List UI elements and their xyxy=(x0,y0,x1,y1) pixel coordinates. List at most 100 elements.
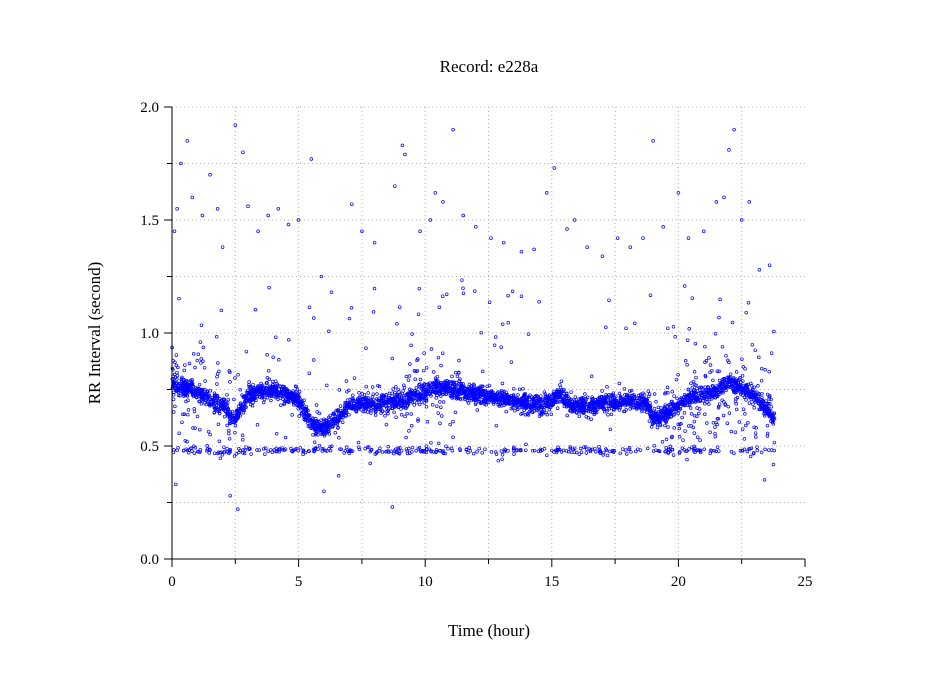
data-point xyxy=(282,402,286,407)
data-point xyxy=(286,400,290,404)
data-point xyxy=(380,401,384,405)
data-point xyxy=(410,445,415,450)
data-point xyxy=(293,393,297,398)
data-point xyxy=(446,447,450,451)
data-point xyxy=(633,321,637,326)
data-point xyxy=(713,431,717,436)
data-point xyxy=(253,388,257,393)
data-point xyxy=(234,415,239,420)
data-point xyxy=(562,404,567,409)
data-point xyxy=(494,452,499,456)
data-point xyxy=(745,386,750,391)
data-point xyxy=(720,398,724,402)
data-point xyxy=(606,400,611,404)
data-point xyxy=(186,398,190,402)
data-point xyxy=(461,291,466,295)
data-point xyxy=(280,387,284,392)
data-point xyxy=(458,447,462,451)
data-point xyxy=(738,392,743,396)
data-point xyxy=(510,289,515,293)
data-point xyxy=(295,387,300,392)
data-point xyxy=(453,410,458,415)
outlier-point xyxy=(686,236,691,240)
data-point xyxy=(582,445,586,449)
data-point xyxy=(188,390,192,394)
data-point xyxy=(375,392,379,396)
data-point xyxy=(261,400,266,405)
data-point xyxy=(644,403,649,408)
data-point xyxy=(589,374,594,379)
data-point xyxy=(429,394,433,398)
data-point xyxy=(406,400,410,404)
data-point xyxy=(725,378,729,382)
data-point xyxy=(666,326,670,330)
data-point xyxy=(222,406,227,410)
data-point xyxy=(265,381,269,385)
data-point xyxy=(261,394,265,398)
data-point xyxy=(575,450,579,455)
data-point xyxy=(449,388,454,392)
data-point xyxy=(624,326,628,330)
data-point xyxy=(692,413,697,418)
data-point xyxy=(666,413,670,417)
data-point xyxy=(182,412,187,417)
data-point xyxy=(725,383,729,388)
data-point xyxy=(333,431,338,435)
data-point xyxy=(637,397,642,401)
data-point xyxy=(405,451,410,456)
data-point xyxy=(596,399,601,404)
data-point xyxy=(430,389,435,394)
data-point xyxy=(493,398,497,402)
data-point xyxy=(569,390,573,394)
data-point xyxy=(539,394,543,398)
data-point xyxy=(530,449,535,453)
data-point xyxy=(753,431,758,435)
data-point xyxy=(720,380,725,384)
data-point xyxy=(218,403,223,408)
data-point xyxy=(698,450,703,455)
data-point xyxy=(493,335,498,339)
data-point xyxy=(405,411,409,416)
data-point xyxy=(465,398,470,403)
data-point xyxy=(582,410,586,414)
data-point xyxy=(216,450,221,454)
data-point xyxy=(251,382,255,387)
data-point xyxy=(609,412,614,417)
data-point xyxy=(648,405,652,409)
data-point xyxy=(605,408,609,413)
data-point xyxy=(685,338,690,343)
data-point xyxy=(623,403,627,408)
data-point xyxy=(503,447,507,451)
data-point xyxy=(208,389,213,393)
data-point xyxy=(665,385,670,390)
data-point xyxy=(476,389,481,393)
data-point xyxy=(387,403,391,407)
data-point xyxy=(624,452,629,456)
data-point xyxy=(174,353,179,357)
data-point xyxy=(746,382,750,387)
data-point xyxy=(369,411,373,415)
data-point xyxy=(453,371,458,375)
data-point xyxy=(571,401,575,406)
data-point xyxy=(204,398,208,402)
data-point xyxy=(214,335,219,339)
chart-title: Record: e228a xyxy=(440,57,539,76)
data-point xyxy=(197,382,202,387)
data-point xyxy=(566,449,571,454)
data-point xyxy=(713,331,718,336)
data-point xyxy=(244,405,248,409)
data-point xyxy=(274,432,279,436)
data-point xyxy=(448,379,452,384)
data-point xyxy=(424,444,429,448)
data-point xyxy=(729,429,734,434)
data-point xyxy=(464,395,468,399)
data-point xyxy=(349,405,353,409)
outlier-point xyxy=(701,229,706,234)
data-point xyxy=(316,447,320,451)
data-point xyxy=(725,421,730,425)
data-point xyxy=(656,448,660,453)
data-point xyxy=(283,387,287,391)
data-point xyxy=(605,407,609,411)
data-point xyxy=(707,402,711,406)
data-point xyxy=(434,381,438,385)
